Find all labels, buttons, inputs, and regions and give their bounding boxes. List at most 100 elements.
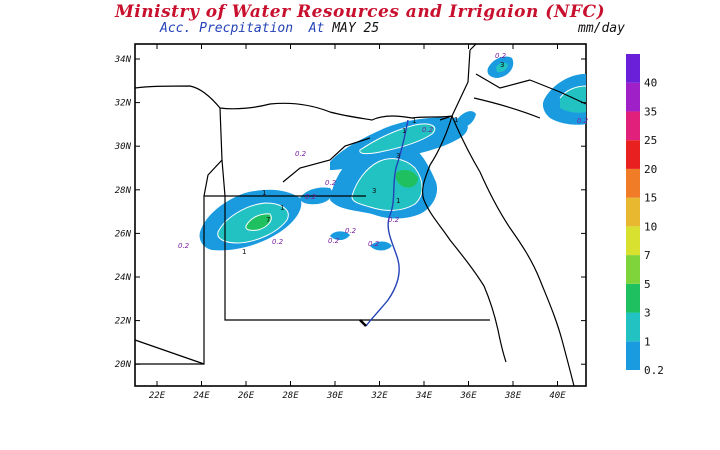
boundaries: [134, 43, 587, 387]
units-label: mm/day: [578, 21, 625, 36]
contour-label: 1: [280, 204, 284, 212]
jordan-saudi-border: [473, 97, 541, 119]
legend-swatch: [626, 255, 640, 284]
red-sea-east-coast: [451, 115, 575, 387]
contour-label: 1: [242, 248, 246, 256]
legend-label: 1: [644, 335, 651, 348]
shade-delta-3: [359, 124, 435, 154]
contour-label: 0.2: [388, 216, 400, 224]
contour-label: 3: [396, 152, 400, 160]
shade-ne-3: [496, 62, 508, 73]
shade-central-5: [395, 170, 418, 188]
subtitle-label: Acc. Precpitation At: [160, 21, 333, 36]
lon-tick-label: 22E: [149, 391, 166, 401]
north-coast: [134, 85, 453, 121]
jordan-border: [475, 73, 531, 89]
saudi-iraq-border: [529, 79, 587, 105]
legend-swatch: [626, 197, 640, 227]
lat-tick-label: 26N: [115, 229, 132, 239]
contour-label: 0.2: [345, 227, 357, 235]
lon-tick-label: 36E: [459, 391, 477, 401]
lake-nasser: [359, 319, 367, 327]
contour-west-3: [245, 213, 272, 231]
contour-central-1: [351, 158, 423, 211]
contour-lines: [217, 85, 587, 244]
legend-swatch: [626, 82, 640, 112]
contour-label: 1: [454, 116, 458, 124]
legend-label: 10: [644, 220, 657, 233]
contour-east-1: [559, 85, 587, 99]
legend-swatch: [626, 54, 640, 83]
lon-tick-label: 28E: [282, 391, 299, 401]
contour-label: 1: [396, 197, 400, 205]
contour-label: 0.2: [305, 193, 317, 201]
sinai-border: [439, 49, 471, 121]
legend-label: 0.2: [644, 364, 664, 377]
lat-tick-label: 22N: [115, 317, 132, 327]
shade-patch-b: [370, 241, 392, 251]
shade-spot-a: [340, 155, 362, 166]
contour-delta-1: [359, 123, 436, 155]
legend-label: 15: [644, 192, 657, 205]
lat-tick-label: 34N: [114, 55, 132, 65]
legend-swatch: [626, 140, 640, 169]
contour-label: 0.2: [495, 52, 507, 60]
map-title: Ministry of Water Resources and Irrigaio…: [114, 2, 606, 22]
levant-coast: [469, 43, 477, 51]
contour-label: 0.2: [328, 237, 340, 245]
contour-label: 3: [500, 61, 504, 69]
contour-label: 0.2: [295, 150, 307, 158]
longitude-axis: 22E 24E 26E 28E 30E 32E 34E 36E 38E 40E: [149, 44, 566, 401]
contour-label: 0.2: [422, 126, 434, 134]
libya-sw-border: [134, 339, 205, 365]
legend-swatch: [626, 168, 640, 198]
lat-tick-label: 30N: [114, 142, 132, 152]
lat-tick-label: 28N: [115, 186, 132, 196]
legend-label: 35: [644, 105, 657, 118]
map-subtitle: Acc. Precpitation At MAY 25: [160, 21, 379, 36]
contour-label: 3: [372, 187, 376, 195]
legend-label: 7: [644, 249, 651, 262]
egypt-south-border: [221, 159, 490, 321]
contour-label: 0.2: [272, 238, 284, 246]
inner-line-a: [282, 137, 371, 183]
lon-tick-label: 32E: [370, 391, 388, 401]
lat-tick-label: 24N: [115, 273, 132, 283]
contour-label: 1: [262, 189, 266, 197]
legend-label: 5: [644, 278, 651, 291]
shade-west-7: [245, 213, 272, 231]
contour-label: 1: [402, 127, 406, 135]
lon-tick-label: 26E: [238, 391, 255, 401]
subtitle-date: MAY 25: [332, 21, 380, 36]
contour-label: 1: [412, 117, 416, 125]
lon-tick-label: 34E: [415, 391, 433, 401]
lat-tick-label: 32N: [114, 99, 132, 109]
nile-river: [365, 119, 409, 327]
legend-swatch: [626, 341, 640, 370]
legend-label: 3: [644, 307, 651, 320]
legend-label: 20: [644, 163, 657, 176]
shade-east-3: [560, 86, 586, 113]
contour-label: 0.2: [325, 179, 337, 187]
legend-swatch: [626, 111, 640, 141]
contour-west-1: [217, 202, 289, 244]
legend-label: 40: [644, 77, 657, 90]
contour-label: 0.2: [178, 242, 190, 250]
lat-tick-label: 20N: [115, 360, 132, 370]
contour-label: 0.2: [577, 117, 589, 125]
shade-patch-a: [330, 231, 350, 241]
lon-tick-label: 40E: [549, 391, 566, 401]
shade-sinai: [455, 111, 476, 129]
legend-label: 25: [644, 134, 657, 147]
contour-value-labels: 0.2 0.2 0.2 0.2 0.2 0.2 0.2 0.2 0.2 0.2 …: [178, 52, 589, 256]
contour-label: 7: [266, 216, 270, 224]
legend-swatch: [626, 312, 640, 342]
latitude-axis: 34N 32N 30N 28N 26N 24N 22N 20N: [114, 55, 586, 370]
lon-tick-label: 38E: [504, 391, 522, 401]
lon-tick-label: 24E: [193, 391, 210, 401]
legend-swatch: [626, 283, 640, 313]
contour-label: 0.2: [368, 240, 380, 248]
red-sea-west-coast: [421, 115, 507, 363]
